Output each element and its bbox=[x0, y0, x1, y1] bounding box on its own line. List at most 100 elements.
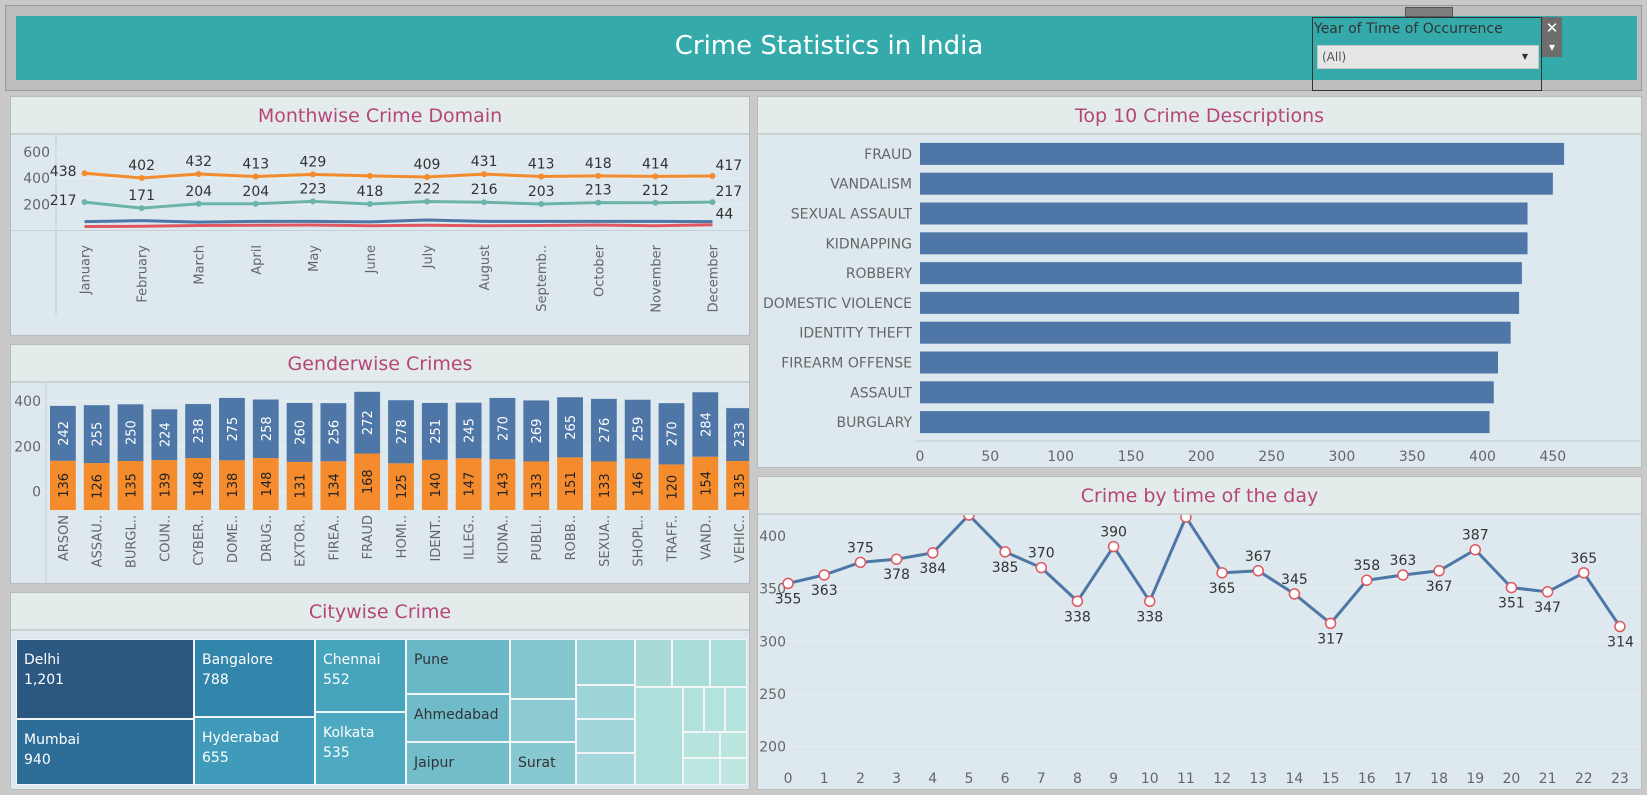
data-label: 269 bbox=[530, 419, 545, 444]
data-label: 217 bbox=[50, 193, 77, 209]
treemap-cell[interactable] bbox=[704, 687, 725, 732]
treemap-cell[interactable] bbox=[683, 687, 704, 732]
x-tick-label: CYBER.. bbox=[192, 515, 207, 566]
treemap-cell[interactable] bbox=[725, 687, 747, 732]
bar bbox=[920, 321, 1511, 344]
x-tick-label: March bbox=[193, 245, 208, 285]
data-label: 390 bbox=[1100, 525, 1127, 541]
data-label: 338 bbox=[1136, 609, 1163, 625]
data-label: 402 bbox=[128, 158, 155, 174]
data-label: 140 bbox=[429, 473, 444, 498]
treemap-cell[interactable] bbox=[720, 732, 747, 758]
data-label: 338 bbox=[1064, 609, 1091, 625]
treemap-cell[interactable] bbox=[635, 687, 683, 785]
treemap-cell[interactable] bbox=[576, 639, 635, 685]
y-tick-label: 250 bbox=[759, 687, 786, 703]
data-point bbox=[252, 200, 259, 207]
data-label: 429 bbox=[300, 154, 327, 170]
y-tick-label: 400 bbox=[23, 171, 50, 187]
x-tick-label: April bbox=[250, 245, 265, 275]
treemap-cell-surat[interactable]: Surat bbox=[510, 742, 576, 785]
data-label: 143 bbox=[496, 472, 511, 497]
x-tick-label: VEHIC.. bbox=[733, 515, 748, 563]
y-tick-label: 350 bbox=[759, 582, 786, 598]
close-icon[interactable]: ✕ bbox=[1542, 17, 1562, 39]
bar-segment bbox=[692, 456, 719, 510]
y-tick-label: SEXUAL ASSAULT bbox=[791, 207, 913, 223]
data-label: 216 bbox=[471, 182, 498, 198]
data-point bbox=[366, 200, 373, 207]
treemap-cell[interactable] bbox=[510, 639, 576, 699]
bar-segment bbox=[252, 458, 279, 510]
treemap-cell[interactable] bbox=[672, 639, 710, 687]
treemap-cell[interactable] bbox=[576, 753, 635, 785]
data-label: 259 bbox=[632, 417, 647, 442]
bar-segment bbox=[523, 400, 550, 462]
bar bbox=[920, 232, 1528, 255]
treemap-cell[interactable] bbox=[635, 639, 672, 687]
bar bbox=[920, 351, 1498, 374]
data-label: 134 bbox=[327, 473, 342, 498]
data-point bbox=[595, 172, 602, 179]
treemap-cell-jaipur[interactable]: Jaipur bbox=[406, 742, 510, 785]
data-point bbox=[1071, 595, 1084, 608]
data-label: 265 bbox=[564, 415, 579, 440]
series-line bbox=[84, 199, 713, 210]
filter-menu-icon[interactable]: ▾ bbox=[1542, 39, 1562, 57]
data-point bbox=[1035, 561, 1047, 574]
bar-segment bbox=[185, 404, 212, 459]
top10-panel: Top 10 Crime Descriptions FRAUD VANDALISM… bbox=[757, 96, 1642, 468]
data-label: 139 bbox=[158, 473, 173, 498]
drag-handle[interactable] bbox=[1405, 7, 1453, 17]
treemap-cell-delhi[interactable]: Delhi 1,201 bbox=[16, 639, 194, 719]
bar-segment bbox=[83, 463, 110, 510]
city-name: Hyderabad bbox=[202, 730, 279, 746]
treemap-cell[interactable] bbox=[576, 719, 635, 753]
data-point bbox=[1578, 567, 1590, 579]
city-name: Jaipur bbox=[414, 755, 455, 771]
data-point bbox=[963, 515, 975, 521]
treemap-cell[interactable] bbox=[683, 758, 720, 785]
data-label: 260 bbox=[294, 420, 309, 445]
x-tick-label: BURGL.. bbox=[125, 515, 140, 568]
x-tick-label: 1 bbox=[820, 771, 829, 787]
x-tick-label: KIDNA.. bbox=[496, 515, 511, 564]
data-label: 222 bbox=[414, 181, 441, 197]
y-tick-label: VANDALISM bbox=[830, 177, 912, 193]
treemap-cell-ahmedabad[interactable]: Ahmedabad bbox=[406, 694, 510, 742]
data-point bbox=[538, 173, 545, 180]
y-tick-label: FRAUD bbox=[864, 147, 912, 163]
x-tick-label: 12 bbox=[1213, 771, 1231, 787]
treemap-cell[interactable] bbox=[576, 685, 635, 719]
data-label: 438 bbox=[50, 164, 77, 180]
series-line bbox=[84, 218, 713, 224]
data-label: 431 bbox=[471, 154, 498, 170]
treemap-cell[interactable] bbox=[710, 639, 747, 687]
treemap-cell-hyderabad[interactable]: Hyderabad 655 bbox=[194, 717, 315, 785]
treemap-cell[interactable] bbox=[683, 732, 720, 758]
treemap-cell[interactable] bbox=[720, 758, 747, 785]
treemap-cell[interactable] bbox=[510, 699, 576, 742]
data-label: 284 bbox=[699, 412, 714, 437]
treemap-cell-pune[interactable]: Pune bbox=[406, 639, 510, 694]
treemap-cell-bangalore[interactable]: Bangalore 788 bbox=[194, 639, 315, 717]
year-filter-dropdown[interactable]: (All) ▼ bbox=[1317, 45, 1539, 69]
data-label: 370 bbox=[1028, 546, 1055, 562]
filter-label: Year of Time of Occurrence bbox=[1314, 21, 1503, 37]
treemap-cell-kolkata[interactable]: Kolkata 535 bbox=[315, 712, 406, 785]
bar-segment bbox=[658, 403, 685, 465]
x-tick-label: May bbox=[307, 245, 322, 272]
x-tick-label: 11 bbox=[1177, 771, 1195, 787]
treemap-cell-mumbai[interactable]: Mumbai 940 bbox=[16, 719, 194, 785]
data-point bbox=[890, 553, 903, 565]
gender-title: Genderwise Crimes bbox=[11, 345, 749, 383]
x-tick-label: 350 bbox=[1399, 449, 1426, 465]
data-label: 148 bbox=[260, 472, 275, 497]
data-point bbox=[652, 199, 659, 206]
treemap-cell-chennai[interactable]: Chennai 552 bbox=[315, 639, 406, 712]
series-line bbox=[787, 515, 1622, 628]
x-tick-label: TRAFF.. bbox=[665, 515, 680, 562]
x-tick-label: HOMI.. bbox=[395, 515, 410, 558]
gender-chart: 0 200 400 136 242 ARSON 126 255 ASSAU.. 135 250 BUR… bbox=[14, 383, 749, 583]
